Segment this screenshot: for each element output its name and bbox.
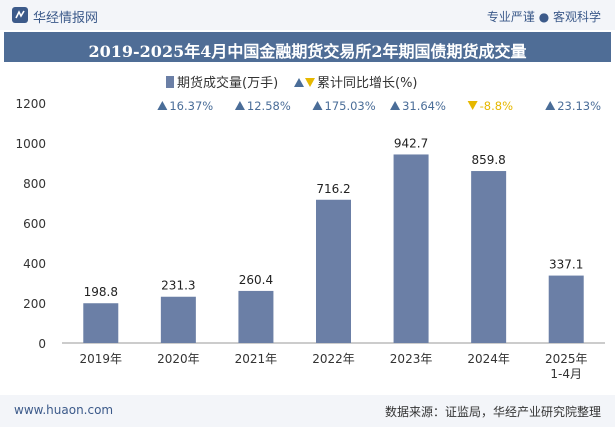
legend-triangle-up-icon: [294, 78, 304, 87]
growth-value-label: 16.37%: [169, 99, 213, 113]
x-tick-label: 2021年: [235, 352, 278, 366]
bar: [471, 171, 507, 343]
growth-value-label: 12.58%: [247, 99, 291, 113]
bar: [393, 154, 429, 343]
bar-value-label: 859.8: [471, 153, 505, 167]
y-tick-label: 800: [23, 177, 46, 191]
top-bar: 华经情报网 专业严谨 ● 客观科学: [0, 0, 615, 30]
bar-value-label: 260.4: [239, 273, 273, 287]
footer-source: 数据来源：证监局，华经产业研究院整理: [384, 405, 601, 419]
bar-value-label: 716.2: [316, 182, 350, 196]
bar-value-label: 231.3: [161, 279, 195, 293]
bars: [83, 154, 584, 343]
legend-growth-label: 累计同比增长(%): [317, 76, 418, 91]
chart-area: 期货成交量(万手) 累计同比增长(%) 0 200 400 600 800 1000 120…: [15, 75, 605, 381]
brand-name: 华经情报网: [33, 11, 99, 26]
triangle-down-icon: [467, 101, 478, 110]
x-tick-label: 2020年: [157, 352, 200, 366]
legend: 期货成交量(万手) 累计同比增长(%): [166, 75, 418, 91]
x-tick-label: 2025年: [545, 352, 588, 366]
bar: [548, 275, 584, 343]
x-tick-label: 2023年: [390, 352, 433, 366]
y-tick-label: 1000: [15, 137, 46, 151]
legend-bar-swatch: [166, 76, 174, 88]
legend-triangle-down-icon: [305, 78, 315, 87]
title-bar: 2019-2025年4月中国金融期货交易所2年期国债期货成交量: [4, 32, 611, 62]
bar-value-label: 337.1: [549, 258, 583, 272]
triangle-up-icon: [157, 101, 168, 110]
logo-icon: [12, 7, 28, 23]
bar-value-label: 942.7: [394, 136, 428, 150]
brand-tagline: 专业严谨 ● 客观科学: [486, 10, 601, 24]
bar-value-label: 198.8: [84, 285, 118, 299]
x-tick-label: 2022年: [312, 352, 355, 366]
bar: [316, 199, 351, 343]
bar: [238, 290, 274, 343]
triangle-up-icon: [390, 101, 401, 110]
data-labels: 198.8 231.3 260.4 716.2 942.7 859.8 337.1: [84, 136, 584, 299]
y-tick-label: 600: [23, 217, 46, 231]
triangle-up-icon: [234, 101, 245, 110]
growth-value-label: 31.64%: [402, 99, 446, 113]
y-tick-label: 1200: [15, 97, 46, 111]
growth-value-label: 175.03%: [325, 99, 376, 113]
y-tick-label: 0: [38, 337, 46, 351]
bar: [83, 303, 119, 343]
chart-title: 2019-2025年4月中国金融期货交易所2年期国债期货成交量: [88, 42, 527, 61]
triangle-up-icon: [312, 101, 323, 110]
axes: 0 200 400 600 800 1000 1200: [15, 97, 605, 351]
triangle-up-icon: [545, 101, 556, 110]
x-tick-label: 1-4月: [550, 367, 582, 381]
y-tick-label: 200: [23, 297, 46, 311]
y-tick-label: 400: [23, 257, 46, 271]
footer: www.huaon.com 数据来源：证监局，华经产业研究院整理: [0, 395, 615, 427]
growth-labels: 16.37% 12.58% 175.03% 31.64% -8.8% 23.13%: [157, 99, 601, 113]
x-tick-label: 2024年: [467, 352, 510, 366]
legend-bar-label: 期货成交量(万手): [177, 75, 278, 91]
growth-value-label: 23.13%: [557, 99, 601, 113]
bar: [160, 296, 196, 343]
growth-value-label: -8.8%: [480, 99, 513, 113]
x-tick-label: 2019年: [80, 352, 123, 366]
footer-website: www.huaon.com: [14, 403, 114, 417]
